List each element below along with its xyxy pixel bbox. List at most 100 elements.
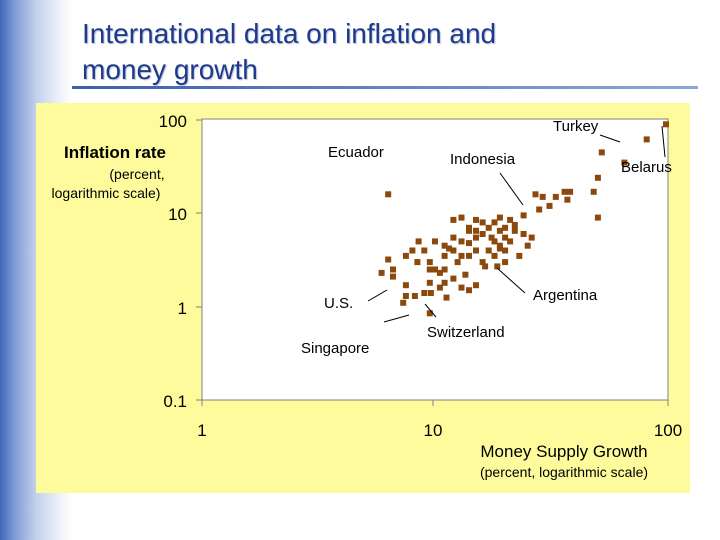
data-point bbox=[485, 224, 492, 231]
data-point bbox=[390, 266, 396, 273]
data-point bbox=[590, 188, 597, 195]
y-tick-label: 0.1 bbox=[163, 392, 187, 411]
data-point bbox=[458, 284, 465, 291]
switzerland-leader bbox=[424, 303, 437, 318]
data-point bbox=[546, 202, 553, 209]
y-axis-title: Inflation rate bbox=[64, 143, 166, 162]
slide-title-line-2: money growth bbox=[82, 54, 258, 85]
data-point bbox=[507, 216, 514, 223]
annotation-indonesia: Indonesia bbox=[450, 151, 516, 168]
data-point bbox=[466, 287, 472, 294]
data-point bbox=[402, 293, 409, 299]
data-point bbox=[473, 234, 479, 241]
data-point bbox=[441, 252, 448, 259]
annotation-switzerland: Switzerland bbox=[427, 324, 505, 341]
data-point bbox=[409, 247, 416, 254]
data-point bbox=[491, 219, 498, 226]
data-point bbox=[479, 259, 486, 266]
y-axis-subtitle-2: logarithmic scale) bbox=[52, 185, 161, 201]
data-point bbox=[482, 263, 489, 270]
data-point bbox=[421, 247, 428, 254]
data-point bbox=[466, 240, 472, 247]
y-axis-subtitle-1: (percent, bbox=[109, 166, 164, 182]
data-point bbox=[507, 238, 514, 245]
data-point bbox=[446, 245, 453, 252]
annotation-ecuador: Ecuador bbox=[328, 144, 384, 161]
y-tick-label: 10 bbox=[168, 205, 187, 224]
data-point bbox=[552, 193, 559, 200]
plot-area bbox=[201, 118, 669, 401]
data-point bbox=[594, 214, 601, 221]
data-point bbox=[502, 247, 509, 254]
data-point bbox=[458, 214, 465, 221]
turkey-leader bbox=[599, 134, 621, 143]
data-point bbox=[414, 259, 421, 266]
data-point bbox=[594, 174, 601, 181]
data-point bbox=[502, 234, 509, 241]
data-point bbox=[532, 191, 539, 198]
data-point bbox=[432, 238, 438, 245]
annotation-leaders bbox=[367, 125, 666, 323]
slide-title-line-1: International data on inflation and bbox=[82, 18, 497, 49]
data-point bbox=[426, 259, 433, 266]
data-point bbox=[473, 247, 479, 254]
data-point bbox=[502, 224, 509, 231]
data-point bbox=[390, 273, 396, 280]
data-point bbox=[511, 222, 518, 228]
data-point bbox=[385, 191, 392, 198]
data-point bbox=[488, 234, 495, 241]
annotation-turkey: Turkey bbox=[553, 118, 599, 135]
belarus-leader bbox=[661, 125, 666, 158]
data-point bbox=[473, 282, 479, 289]
data-point bbox=[491, 252, 498, 259]
data-point bbox=[436, 269, 443, 276]
data-point bbox=[466, 252, 472, 259]
data-point bbox=[450, 216, 457, 223]
title-underline bbox=[72, 86, 698, 89]
data-point bbox=[621, 159, 628, 166]
data-point bbox=[520, 212, 527, 219]
singapore-leader bbox=[383, 314, 410, 323]
data-point bbox=[450, 275, 457, 282]
data-point bbox=[496, 245, 503, 252]
data-point bbox=[450, 234, 457, 241]
data-point bbox=[528, 234, 535, 241]
data-point bbox=[491, 238, 498, 245]
data-point bbox=[402, 252, 409, 259]
data-point bbox=[441, 266, 448, 273]
data-point bbox=[524, 242, 531, 249]
annotation-belarus: Belarus bbox=[621, 159, 672, 176]
data-point bbox=[663, 121, 669, 128]
annotation-singapore: Singapore bbox=[301, 340, 369, 357]
data-point bbox=[426, 266, 433, 273]
y-tick-label: 100 bbox=[159, 112, 187, 131]
data-point bbox=[415, 238, 422, 245]
data-point bbox=[520, 231, 527, 237]
data-point bbox=[567, 188, 574, 195]
data-point bbox=[511, 227, 518, 234]
data-point bbox=[496, 227, 503, 234]
data-point bbox=[432, 266, 438, 273]
data-point bbox=[421, 290, 428, 296]
slide-title: International data on inflation and mone… bbox=[82, 16, 682, 88]
indonesia-leader bbox=[499, 172, 524, 206]
data-point bbox=[516, 252, 523, 259]
data-point bbox=[564, 196, 571, 203]
data-point bbox=[427, 290, 434, 296]
axis-ticks bbox=[196, 119, 669, 406]
annotation-us: U.S. bbox=[324, 295, 353, 312]
data-point bbox=[454, 259, 461, 266]
data-point bbox=[400, 299, 407, 306]
data-point bbox=[385, 256, 392, 263]
x-tick-label: 100 bbox=[654, 421, 682, 440]
x-tick-label: 10 bbox=[424, 421, 443, 440]
data-point bbox=[378, 269, 385, 276]
data-point bbox=[598, 149, 605, 156]
data-point bbox=[426, 310, 433, 317]
data-point bbox=[458, 252, 465, 259]
data-point bbox=[643, 136, 650, 143]
data-point bbox=[496, 214, 503, 221]
data-point bbox=[479, 219, 486, 226]
data-point bbox=[411, 293, 418, 299]
